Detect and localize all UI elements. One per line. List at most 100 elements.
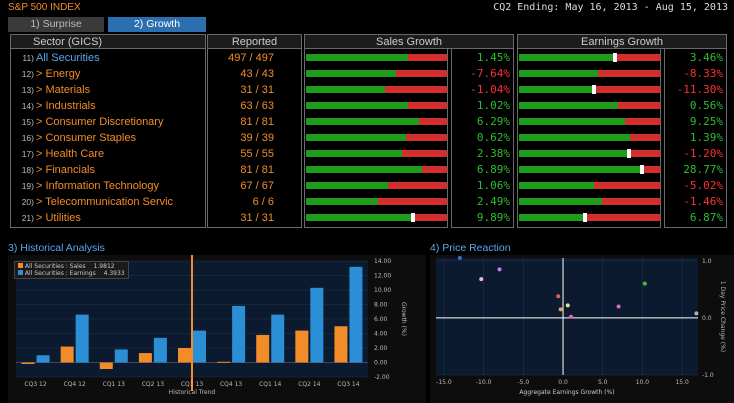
app-title: S&P 500 INDEX — [8, 2, 81, 13]
earnings-bar-negative — [618, 102, 660, 109]
sales-growth-value: 0.62% — [476, 131, 510, 144]
reported-count: 55 / 55 — [240, 148, 274, 160]
bar-sales — [138, 353, 152, 363]
x-tick-label: 5.0 — [598, 379, 608, 386]
x-tick-label: -15.0 — [436, 379, 452, 386]
sales-growth-value: 1.45% — [476, 51, 510, 64]
sales-bar-positive — [306, 118, 419, 125]
col-header-sales-growth[interactable]: Sales Growth — [304, 34, 514, 49]
sales-bar — [306, 182, 447, 189]
earnings-bar-positive — [519, 86, 594, 93]
tab-growth[interactable]: 2) Growth — [108, 17, 206, 32]
data-point — [457, 256, 462, 260]
col-header-sector[interactable]: Sector (GICS) — [10, 34, 206, 49]
bar-sales — [60, 346, 74, 363]
sales-bar-negative — [378, 198, 447, 205]
x-tick-label: -10.0 — [476, 379, 492, 386]
legend-swatch-earnings — [18, 270, 23, 275]
earnings-bar-positive — [519, 182, 594, 189]
reported-count: 497 / 497 — [228, 52, 274, 64]
sector-name[interactable]: > Telecommunication Servic — [36, 196, 174, 208]
sector-name[interactable]: All Securities — [36, 52, 100, 64]
data-point — [497, 267, 502, 272]
col-header-reported[interactable]: Reported — [207, 34, 302, 49]
table-row-sector[interactable]: 11) All Securities — [12, 50, 204, 66]
legend-label-sales: All Securities : Sales — [24, 263, 86, 270]
bar-sales — [295, 330, 309, 363]
sector-name[interactable]: > Energy — [36, 68, 81, 80]
sector-column — [10, 48, 206, 228]
table-row-sector[interactable]: 15) > Consumer Discretionary — [12, 114, 204, 130]
earnings-bar-positive — [519, 54, 615, 61]
price-reaction-title: 4) Price Reaction — [430, 242, 511, 254]
earnings-bar-positive — [519, 70, 598, 77]
sales-bar — [306, 118, 447, 125]
x-tick-label: 10.0 — [636, 379, 650, 386]
table-row-sector[interactable]: 12) > Energy — [12, 66, 204, 82]
table-row-sector[interactable]: 17) > Health Care — [12, 146, 204, 162]
bar-sales — [178, 348, 191, 363]
sales-bar-positive — [306, 182, 388, 189]
bar-sales — [334, 326, 348, 363]
table-row-sector[interactable]: 19) > Information Technology — [12, 178, 204, 194]
earnings-bar-negative — [598, 70, 660, 77]
x-tick-label: CQ2 14 — [298, 381, 320, 388]
sales-bar-negative — [413, 214, 447, 221]
reported-count: 81 / 81 — [240, 116, 274, 128]
sales-bar-negative — [396, 70, 447, 77]
sector-name[interactable]: > Consumer Discretionary — [36, 116, 164, 128]
sector-name[interactable]: > Consumer Staples — [36, 132, 136, 144]
earnings-bar-positive — [519, 134, 630, 141]
earnings-bar — [519, 85, 660, 94]
tab-surprise[interactable]: 1) Surprise — [8, 17, 104, 32]
historical-chart: 14.00 12.00 10.00 8.00 6.00 4.00 2.00 0.00 -2.00… — [16, 255, 407, 396]
earnings-bar — [519, 182, 660, 189]
x-tick-label: -5.0 — [517, 379, 529, 386]
data-point — [556, 294, 561, 299]
sector-name[interactable]: > Industrials — [36, 100, 96, 112]
row-number: 17) — [21, 149, 34, 159]
table-row-sector[interactable]: 21) > Utilities — [12, 210, 204, 226]
reported-count: 39 / 39 — [240, 132, 274, 144]
y-axis-label: Growth (%) — [400, 302, 407, 336]
bar-earnings — [114, 349, 128, 363]
bar-earnings — [193, 330, 206, 363]
earnings-growth-value: -5.02% — [683, 179, 723, 192]
sector-name[interactable]: > Health Care — [36, 148, 105, 160]
sector-name[interactable]: > Materials — [36, 84, 91, 96]
reported-count: 31 / 31 — [240, 84, 274, 96]
x-tick-label: CQ3 14 — [337, 381, 359, 388]
row-number: 12) — [21, 69, 34, 79]
reported-count: 43 / 43 — [240, 68, 274, 80]
y-tick-label: 12.00 — [374, 273, 391, 280]
table-row-sector[interactable]: 13) > Materials — [12, 82, 204, 98]
sales-bar-positive — [306, 150, 402, 157]
sales-bar-column — [304, 48, 448, 228]
sales-bar-positive — [306, 86, 385, 93]
col-header-earnings-growth[interactable]: Earnings Growth — [517, 34, 727, 49]
historical-analysis-title: 3) Historical Analysis — [8, 242, 105, 254]
table-row-sector[interactable]: 14) > Industrials — [12, 98, 204, 114]
table-row-sector[interactable]: 16) > Consumer Staples — [12, 130, 204, 146]
data-point — [479, 277, 484, 282]
earnings-bar-negative — [585, 214, 660, 221]
table-row-sector[interactable]: 20) > Telecommunication Servic — [12, 194, 204, 210]
x-tick-label: CQ4 13 — [220, 381, 242, 388]
y-tick-label: -2.00 — [374, 374, 390, 381]
table-row-sector[interactable]: 18) > Financials — [12, 162, 204, 178]
row-number: 21) — [21, 213, 34, 223]
sector-name[interactable]: > Information Technology — [36, 180, 160, 192]
x-tick-label: CQ2 13 — [142, 381, 164, 388]
legend-value-earnings: 4.3933 — [103, 270, 125, 277]
sales-bar-negative — [408, 54, 447, 61]
sales-bar — [306, 54, 447, 61]
x-tick-label: CQ1 13 — [103, 381, 125, 388]
sector-name[interactable]: > Financials — [36, 164, 96, 176]
bar-sales — [217, 361, 231, 363]
sales-bar-positive — [306, 102, 408, 109]
sector-name[interactable]: > Utilities — [36, 212, 81, 224]
row-number: 19) — [21, 181, 34, 191]
price-reaction-chart: -15.0 -10.0 -5.0 0.0 5.0 10.0 15.0 1.0 0.0 -1.0 Ag… — [436, 256, 726, 396]
sales-growth-value: 1.06% — [476, 179, 510, 192]
bar-earnings — [232, 305, 246, 363]
